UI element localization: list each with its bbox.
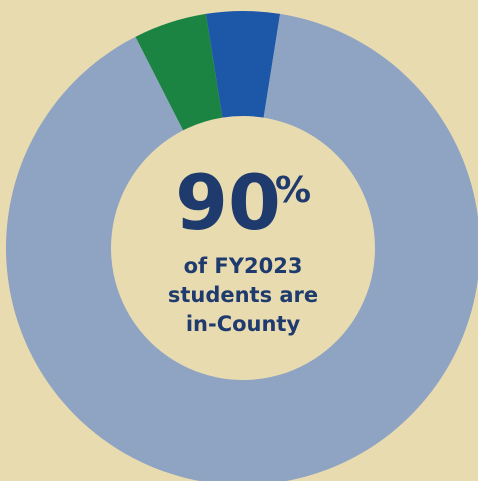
slice [135,13,223,131]
center-line: of FY2023 [184,254,303,278]
center-number: 90 [175,158,281,247]
slice [205,11,281,118]
slices [6,11,478,481]
slice [6,13,478,481]
center-unit: % [275,170,311,211]
center-line: students are [168,283,318,307]
center-line: in-County [186,312,301,336]
